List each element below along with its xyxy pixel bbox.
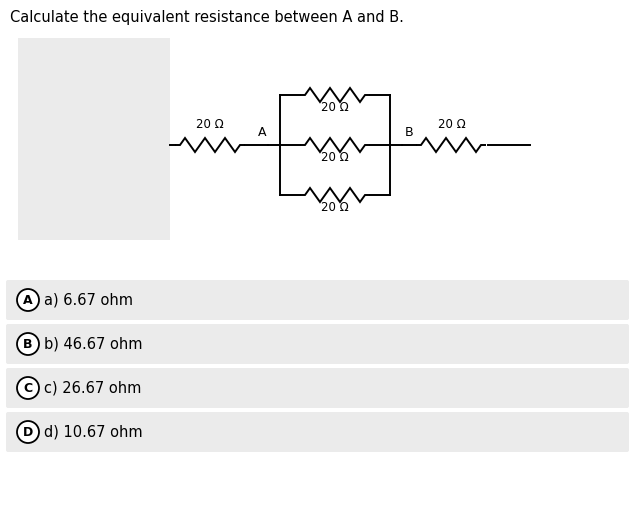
Circle shape bbox=[17, 289, 39, 311]
Text: 20 Ω: 20 Ω bbox=[196, 118, 224, 131]
FancyBboxPatch shape bbox=[18, 38, 170, 240]
FancyBboxPatch shape bbox=[6, 324, 629, 364]
Text: a) 6.67 ohm: a) 6.67 ohm bbox=[44, 292, 133, 307]
Text: c) 26.67 ohm: c) 26.67 ohm bbox=[44, 381, 142, 396]
Text: C: C bbox=[23, 382, 32, 395]
Text: 20 Ω: 20 Ω bbox=[321, 101, 349, 114]
Text: B: B bbox=[405, 126, 413, 139]
Text: B: B bbox=[23, 338, 33, 350]
Text: A: A bbox=[258, 126, 266, 139]
Text: A: A bbox=[23, 293, 33, 306]
Text: b) 46.67 ohm: b) 46.67 ohm bbox=[44, 337, 142, 351]
FancyBboxPatch shape bbox=[6, 368, 629, 408]
Circle shape bbox=[17, 377, 39, 399]
Text: 20 Ω: 20 Ω bbox=[321, 201, 349, 214]
Text: D: D bbox=[23, 425, 33, 438]
Text: Calculate the equivalent resistance between A and B.: Calculate the equivalent resistance betw… bbox=[10, 10, 404, 25]
Circle shape bbox=[17, 333, 39, 355]
Text: 20 Ω: 20 Ω bbox=[438, 118, 466, 131]
FancyBboxPatch shape bbox=[6, 280, 629, 320]
FancyBboxPatch shape bbox=[6, 412, 629, 452]
Text: 20 Ω: 20 Ω bbox=[321, 151, 349, 164]
Text: d) 10.67 ohm: d) 10.67 ohm bbox=[44, 424, 143, 440]
Circle shape bbox=[17, 421, 39, 443]
